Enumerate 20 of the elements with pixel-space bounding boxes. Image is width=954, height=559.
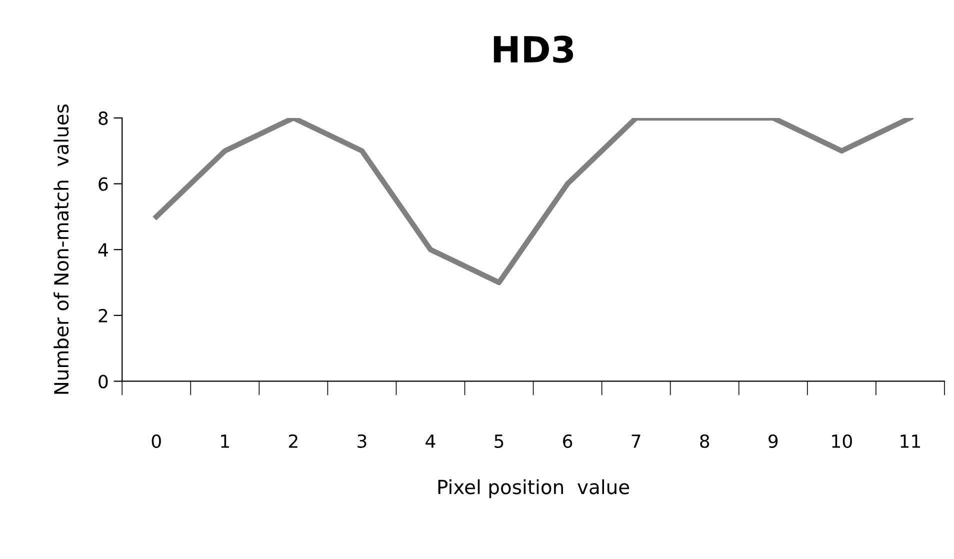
y-tick-label: 2 <box>98 308 108 322</box>
y-tick-label: 0 <box>98 374 108 388</box>
x-tick-label: 10 <box>832 434 852 448</box>
chart-title: HD3 <box>494 36 574 63</box>
y-tick-label: 6 <box>98 177 108 191</box>
x-tick-label: 1 <box>221 434 229 448</box>
x-tick-label: 4 <box>426 434 436 448</box>
x-tick-label: 0 <box>152 434 161 448</box>
x-tick-label: 5 <box>494 434 504 448</box>
x-tick-label: 3 <box>358 434 366 448</box>
x-axis-title: Pixel position value <box>438 479 630 498</box>
y-tick-label: 4 <box>98 243 108 256</box>
x-tick-label: 7 <box>632 434 640 448</box>
x-tick-label: 8 <box>700 434 710 448</box>
x-tick-label: 2 <box>289 434 298 448</box>
y-tick-label: 8 <box>98 111 108 126</box>
y-axis-title: Number of Non-match values <box>54 104 69 394</box>
x-tick-label: 11 <box>900 434 920 448</box>
x-tick-label: 9 <box>768 434 778 448</box>
x-tick-label: 6 <box>563 434 572 448</box>
